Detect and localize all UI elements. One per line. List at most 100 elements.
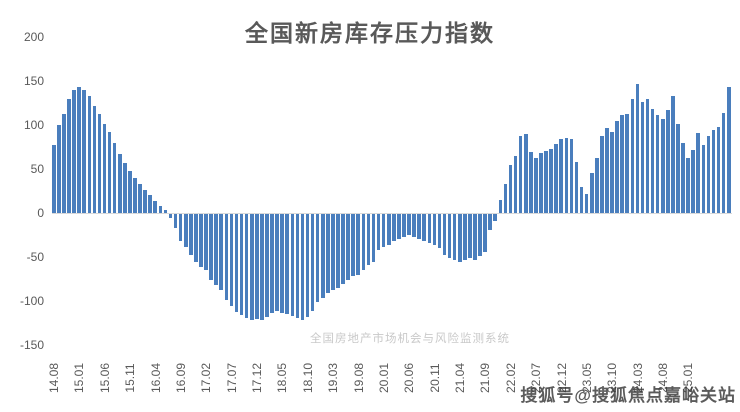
bar xyxy=(57,125,61,213)
watermark-system-text: 全国房地产市场机会与风险监测系统 xyxy=(310,333,510,345)
bar xyxy=(351,214,355,277)
bar xyxy=(600,135,604,213)
bar xyxy=(513,155,518,213)
bar xyxy=(244,214,249,318)
bar xyxy=(204,214,208,271)
bar xyxy=(554,144,558,213)
bar xyxy=(605,127,609,213)
bar xyxy=(412,214,416,237)
y-axis-tick-label: -100 xyxy=(19,294,44,308)
x-axis-tick-label: 18.05 xyxy=(275,362,290,394)
bar xyxy=(615,121,619,213)
bar xyxy=(239,214,244,316)
y-axis-tick-label: 100 xyxy=(23,118,44,132)
y-axis-tick-label: -50 xyxy=(26,250,44,264)
bar xyxy=(133,177,137,213)
bar xyxy=(158,205,163,213)
bar xyxy=(716,126,721,213)
bar xyxy=(82,89,87,213)
bar xyxy=(671,95,675,213)
watermark-sohu-text: 搜狐号@搜狐焦点嘉峪关站 xyxy=(520,386,736,405)
bar xyxy=(72,89,76,213)
x-axis-tick-label: 20.06 xyxy=(402,362,417,394)
bar xyxy=(92,105,97,213)
bar xyxy=(559,139,564,213)
y-axis-tick-label: 0 xyxy=(37,206,44,220)
bar xyxy=(356,214,361,275)
bar xyxy=(331,214,335,290)
bar xyxy=(371,214,376,262)
x-axis-tick-label: 18.10 xyxy=(300,362,315,394)
bar xyxy=(209,214,213,280)
bar xyxy=(706,135,711,213)
plot-area xyxy=(52,37,732,345)
bar xyxy=(488,214,492,230)
x-axis-tick-label: 21.09 xyxy=(478,362,493,394)
bar xyxy=(97,113,102,213)
x-axis-tick-label: 22.02 xyxy=(503,362,518,394)
bar xyxy=(138,183,142,213)
bar xyxy=(194,214,198,262)
y-axis-tick-label: -150 xyxy=(19,338,44,352)
bar xyxy=(610,132,614,213)
bar xyxy=(589,172,594,213)
bar xyxy=(275,214,279,311)
bar xyxy=(260,214,264,320)
bar xyxy=(214,214,218,286)
x-axis-tick-label: 20.11 xyxy=(427,363,442,393)
bar xyxy=(523,133,528,213)
bar xyxy=(143,190,147,213)
bar xyxy=(361,214,366,271)
bar xyxy=(468,214,472,258)
x-axis-tick-label: 17.12 xyxy=(250,362,264,394)
chart-title: 全国新房库存压力指数 xyxy=(245,20,495,46)
bar xyxy=(265,214,269,317)
bar xyxy=(254,214,259,319)
bar xyxy=(128,170,132,213)
x-axis-tick-label: 17.07 xyxy=(224,362,239,394)
bar xyxy=(660,118,665,213)
bar xyxy=(346,214,350,280)
bar xyxy=(153,200,158,213)
bar xyxy=(320,214,325,298)
bar xyxy=(463,214,467,260)
bar xyxy=(87,95,92,213)
x-axis-tick-label: 20.01 xyxy=(376,362,391,394)
bar xyxy=(544,150,548,213)
bar xyxy=(199,214,203,267)
bar xyxy=(696,132,701,213)
bar xyxy=(635,83,640,213)
bar xyxy=(483,214,487,252)
bar xyxy=(447,214,452,258)
bar xyxy=(473,214,477,260)
y-axis-tick-label: 50 xyxy=(30,162,44,176)
bar xyxy=(508,164,513,213)
bar xyxy=(285,214,290,315)
x-axis-tick-label: 16.04 xyxy=(148,362,163,394)
bar xyxy=(478,214,482,257)
bar xyxy=(620,115,624,213)
bar xyxy=(62,114,66,213)
bar xyxy=(249,214,254,320)
bar xyxy=(579,187,584,213)
x-axis-tick-label: 19.03 xyxy=(326,362,341,394)
bar xyxy=(457,214,462,262)
bar xyxy=(452,214,457,260)
bar xyxy=(336,214,340,288)
bar xyxy=(300,214,305,320)
bar xyxy=(234,214,239,312)
bar xyxy=(381,214,386,247)
x-axis-tick-label: 19.08 xyxy=(351,362,366,394)
bar xyxy=(407,214,411,236)
y-axis-tick-label: 150 xyxy=(23,74,44,88)
bar xyxy=(498,199,503,213)
bar xyxy=(295,214,300,318)
bar xyxy=(168,214,173,218)
bar xyxy=(650,109,655,213)
bar xyxy=(52,145,56,213)
bar xyxy=(574,161,579,213)
bar xyxy=(290,214,295,317)
bar xyxy=(584,193,589,213)
bar xyxy=(529,152,533,213)
x-axis-tick-label: 21.04 xyxy=(453,362,467,394)
